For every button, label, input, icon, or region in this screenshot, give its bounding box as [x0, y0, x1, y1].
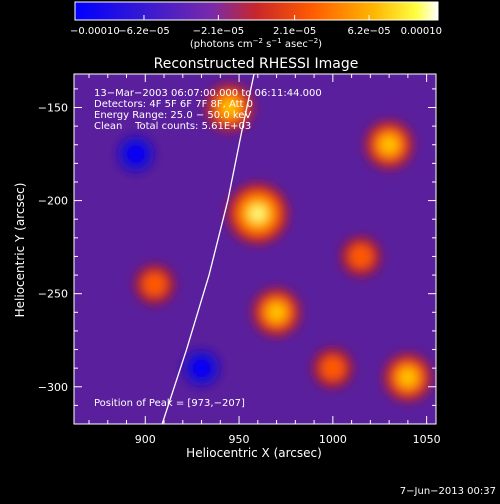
footer-timestamp: 7−Jun−2013 00:37 — [400, 486, 496, 497]
x-axis-label: Heliocentric X (arcsec) — [186, 446, 322, 460]
colorbar-ticks — [74, 15, 439, 20]
heat-source-layer — [348, 244, 373, 269]
heat-source — [117, 136, 154, 173]
y-tick-label: −200 — [38, 195, 68, 208]
heat-source-layer — [320, 356, 345, 381]
chart-title: Reconstructed RHESSI Image — [154, 56, 359, 72]
heat-source — [365, 120, 414, 169]
heat-source-layer — [126, 145, 145, 164]
x-tick-label: 950 — [229, 433, 250, 446]
y-tick-label: −250 — [38, 288, 68, 301]
heatmap-sources — [117, 83, 432, 402]
heat-source-layer — [380, 135, 399, 154]
colorbar-tick-label: 2.1e−05 — [273, 26, 316, 37]
heat-source-layer — [267, 303, 286, 322]
heat-source-layer — [142, 272, 167, 297]
heat-source — [383, 353, 432, 402]
y-tick-label: −150 — [38, 102, 68, 115]
plot-area: 900 950 1000 1050 −150 −200 −250 −300 — [38, 73, 441, 446]
x-tick-label: 1050 — [413, 433, 441, 446]
colorbar-tick-label: −6.2e−05 — [118, 26, 170, 37]
annotation-detectors: Detectors: 4F 5F 6F 7F 8F, Att 0 — [94, 99, 253, 110]
colorbar-units-label: (photons cm−2 s−1 asec−2) — [190, 37, 322, 50]
x-axis-ticks: 900 950 1000 1050 — [88, 74, 441, 446]
peak-position-annotation: Position of Peak = [973,−207] — [94, 398, 245, 409]
heat-source-layer — [192, 359, 211, 378]
x-tick-label: 900 — [135, 433, 156, 446]
heat-source-layer — [398, 368, 417, 387]
colorbar-tick-label: 6.2e−05 — [347, 26, 390, 37]
colorbar-tick-label: 0.00010 — [401, 26, 442, 37]
colorbar-tick-label: −2.1e−05 — [193, 26, 245, 37]
plot-frame — [73, 73, 437, 425]
colorbar-tick-label: −0.00010 — [70, 26, 120, 37]
heat-source — [183, 350, 220, 387]
colorbar-tick-labels: −0.00010−6.2e−05 −2.1e−05 2.1e−05 6.2e−05 0.… — [70, 26, 442, 37]
annotation-energy-range: Energy Range: 25.0 − 50.0 keV — [94, 110, 251, 121]
heat-source — [252, 288, 301, 337]
heat-source — [312, 348, 353, 389]
colorbar: −0.00010−6.2e−05 −2.1e−05 2.1e−05 6.2e−05 0.… — [70, 1, 442, 50]
heat-source-layer — [250, 206, 265, 221]
y-axis-label: Heliocentric Y (arcsec) — [13, 183, 27, 318]
colorbar-gradient — [74, 1, 439, 21]
annotation-clean-counts: Clean Total counts: 5.61E+03 — [94, 121, 251, 132]
heat-source — [227, 183, 288, 244]
solar-limb-curve — [161, 74, 255, 424]
y-axis-ticks: −150 −200 −250 −300 — [38, 88, 436, 406]
y-tick-label: −300 — [38, 381, 68, 394]
annotation-time-range: 13−Mar−2003 06:07:00.000 to 06:11:44.000 — [94, 88, 322, 99]
heat-source — [340, 236, 381, 277]
heat-source-layer — [220, 98, 239, 117]
observation-info: 13−Mar−2003 06:07:00.000 to 06:11:44.000… — [94, 88, 322, 132]
heat-source — [205, 83, 254, 132]
heat-source — [134, 264, 175, 305]
x-tick-label: 1000 — [319, 433, 347, 446]
